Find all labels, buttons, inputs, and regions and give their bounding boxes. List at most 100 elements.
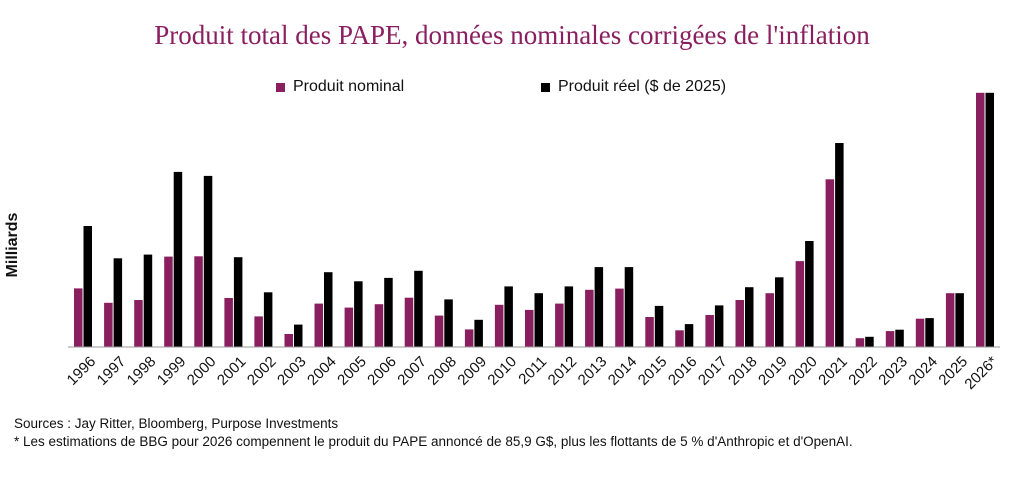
bar-nominal-2007 — [404, 297, 414, 347]
bar-nominal-2006 — [374, 304, 384, 347]
bar-real-2024 — [925, 318, 934, 347]
x-tick-label: 2015 — [635, 353, 671, 389]
bar-real-2011 — [534, 293, 543, 347]
x-tick-label: 2020 — [785, 353, 821, 389]
bar-nominal-1996 — [74, 288, 83, 347]
bar-real-2012 — [564, 286, 574, 347]
bar-real-2020 — [805, 241, 814, 347]
bar-real-2015 — [654, 305, 664, 347]
bar-nominal-2021 — [825, 179, 835, 347]
bar-real-2006 — [384, 277, 393, 347]
legend: Produit nominal Produit réel ($ de 2025) — [0, 78, 1024, 100]
bar-nominal-2003 — [284, 334, 293, 347]
x-tick-label: 1997 — [94, 353, 130, 389]
x-tick-label: 2014 — [605, 353, 641, 389]
bar-real-2004 — [324, 272, 333, 347]
sources-text: Sources : Jay Ritter, Bloomberg, Purpose… — [14, 416, 339, 431]
x-tick-label: 2001 — [214, 353, 250, 389]
x-tick-label: 1996 — [64, 353, 100, 389]
bar-nominal-2012 — [555, 303, 564, 347]
x-tick-label: 2026* — [961, 353, 1001, 393]
bar-real-2013 — [594, 267, 604, 347]
chart-title: Produit total des PAPE, données nominale… — [154, 20, 870, 50]
bar-real-2002 — [263, 292, 273, 347]
bar-nominal-2010 — [494, 304, 504, 347]
bar-nominal-2008 — [434, 315, 444, 347]
bar-real-2016 — [684, 324, 694, 347]
x-tick-label: 2009 — [454, 353, 490, 389]
bar-nominal-2015 — [645, 317, 654, 347]
x-tick-label: 2024 — [905, 353, 941, 389]
bar-real-2022 — [865, 336, 874, 347]
x-tick-label: 2002 — [244, 353, 280, 389]
bar-real-2017 — [714, 305, 724, 347]
bar-real-2000 — [203, 175, 213, 347]
bar-nominal-2005 — [344, 307, 354, 347]
bar-real-2019 — [775, 277, 784, 347]
source-notes: Sources : Jay Ritter, Bloomberg, Purpose… — [14, 415, 853, 451]
x-tick-label: 2012 — [545, 353, 581, 389]
bar-nominal-2011 — [525, 309, 534, 347]
x-tick-label: 2019 — [755, 353, 791, 389]
bar-nominal-2014 — [615, 288, 624, 347]
x-tick-label: 2023 — [875, 353, 911, 389]
bar-nominal-2019 — [765, 293, 774, 347]
legend-swatch-real — [541, 82, 550, 92]
x-tick-label: 2007 — [394, 353, 430, 389]
bar-nominal-1998 — [134, 300, 143, 347]
footnote-text: * Les estimations de BBG pour 2026 compe… — [14, 434, 853, 449]
bar-real-2018 — [745, 287, 754, 347]
x-tick-labels: 1996199719981999200020012002200320042005… — [64, 353, 1002, 393]
bars-group — [74, 92, 994, 347]
bar-real-1999 — [173, 171, 183, 347]
legend-item-real: Produit réel ($ de 2025) — [541, 78, 726, 96]
bar-nominal-2016 — [675, 330, 684, 347]
x-tick-label: 2018 — [725, 353, 761, 389]
bar-nominal-2023 — [885, 331, 895, 347]
x-tick-label: 2013 — [575, 353, 611, 389]
legend-swatch-nominal — [276, 82, 285, 92]
bar-nominal-2026 — [976, 92, 985, 347]
bar-real-2010 — [504, 286, 513, 347]
bar-real-2025 — [955, 293, 964, 347]
x-tick-label: 2022 — [845, 353, 881, 389]
x-tick-label: 2005 — [334, 353, 370, 389]
bar-real-2014 — [624, 267, 634, 347]
bar-nominal-2001 — [224, 298, 233, 347]
x-tick-label: 2008 — [424, 353, 460, 389]
x-tick-label: 2021 — [815, 353, 851, 389]
bar-real-2005 — [354, 281, 363, 347]
bar-nominal-1997 — [104, 302, 113, 347]
bar-nominal-2004 — [314, 303, 323, 347]
bar-nominal-2013 — [585, 289, 594, 347]
legend-label-real: Produit réel ($ de 2025) — [558, 78, 727, 95]
x-tick-label: 2000 — [184, 353, 220, 389]
bar-real-2001 — [233, 257, 243, 347]
bar-nominal-2025 — [945, 293, 955, 347]
x-tick-label: 1999 — [154, 353, 190, 389]
bar-real-2021 — [835, 143, 844, 347]
bar-nominal-2024 — [915, 318, 925, 347]
legend-label-nominal: Produit nominal — [293, 78, 405, 95]
x-tick-label: 2016 — [665, 353, 701, 389]
bar-nominal-2022 — [855, 338, 865, 347]
bar-nominal-2018 — [735, 300, 744, 347]
bar-nominal-2002 — [254, 316, 263, 347]
legend-item-nominal: Produit nominal — [276, 78, 404, 96]
x-tick-label: 2011 — [515, 353, 550, 388]
x-tick-label: 2004 — [304, 353, 340, 389]
x-tick-label: 2006 — [364, 353, 400, 389]
bar-nominal-2000 — [194, 256, 203, 347]
bar-nominal-1999 — [164, 256, 173, 347]
bar-real-1997 — [113, 258, 123, 347]
bar-nominal-2009 — [464, 329, 474, 347]
bar-real-2009 — [474, 319, 483, 347]
x-tick-label: 2003 — [274, 353, 310, 389]
bar-real-2023 — [895, 329, 904, 347]
bar-real-1996 — [83, 226, 92, 347]
bar-nominal-2017 — [705, 315, 714, 347]
bar-real-2007 — [414, 270, 423, 347]
bar-nominal-2020 — [795, 261, 805, 347]
x-tick-label: 1998 — [124, 353, 160, 389]
